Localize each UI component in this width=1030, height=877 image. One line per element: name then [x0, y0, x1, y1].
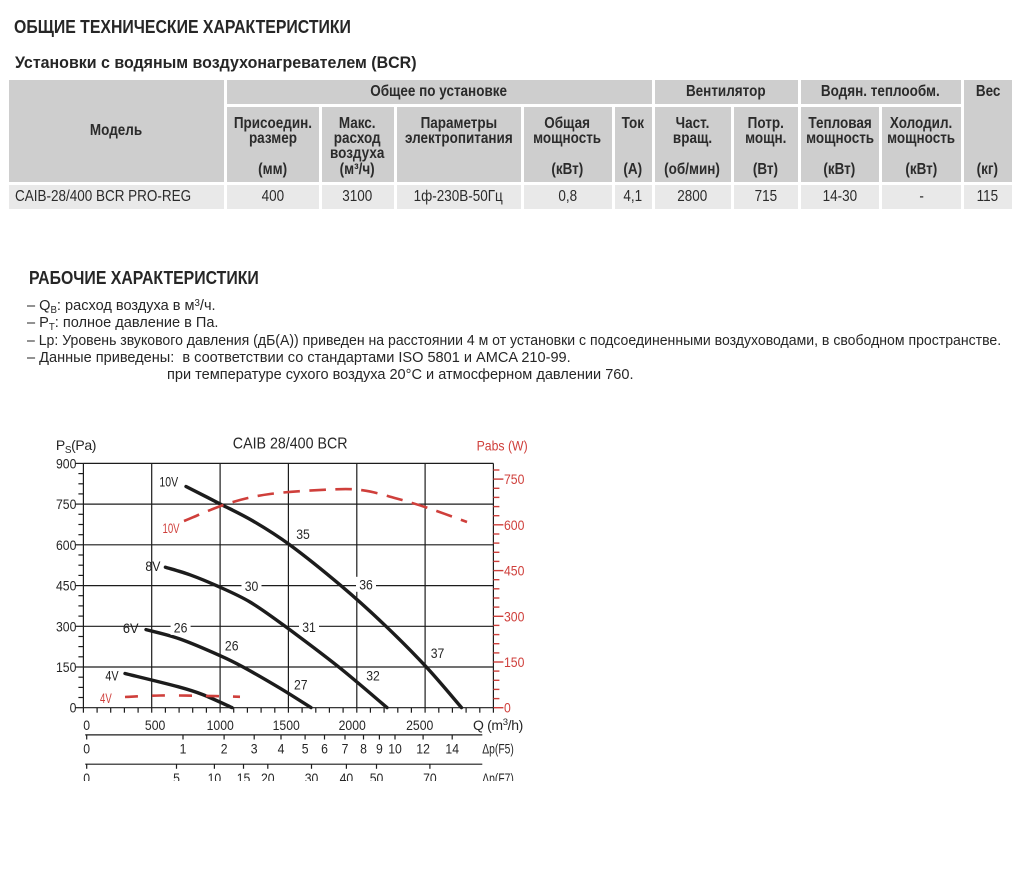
- svg-text:1: 1: [180, 741, 187, 757]
- svg-text:900: 900: [56, 455, 77, 471]
- svg-text:750: 750: [56, 496, 77, 512]
- svg-text:70: 70: [423, 770, 437, 781]
- svg-text:5: 5: [302, 741, 309, 757]
- svg-text:450: 450: [504, 563, 525, 579]
- svg-text:Δp(F7): Δp(F7): [482, 770, 514, 781]
- svg-text:600: 600: [56, 537, 77, 553]
- svg-text:500: 500: [145, 717, 166, 733]
- svg-text:26: 26: [225, 637, 239, 653]
- svg-text:300: 300: [56, 618, 77, 634]
- svg-text:0: 0: [83, 717, 90, 733]
- svg-text:26: 26: [174, 620, 188, 636]
- svg-text:31: 31: [302, 619, 316, 635]
- svg-text:20: 20: [261, 770, 275, 781]
- svg-text:10V: 10V: [159, 474, 178, 490]
- svg-text:PS(Pa): PS(Pa): [56, 437, 96, 456]
- svg-text:8V: 8V: [145, 558, 161, 574]
- svg-text:4V: 4V: [105, 668, 119, 684]
- svg-text:Q (m3/h): Q (m3/h): [473, 717, 523, 733]
- svg-text:5: 5: [173, 770, 180, 781]
- svg-text:Δp(F5): Δp(F5): [482, 741, 514, 757]
- svg-text:8: 8: [360, 741, 367, 757]
- svg-text:600: 600: [504, 517, 525, 533]
- svg-text:50: 50: [370, 770, 384, 781]
- svg-text:0: 0: [70, 700, 77, 716]
- svg-text:6: 6: [321, 741, 328, 757]
- svg-text:0: 0: [83, 741, 90, 757]
- svg-text:32: 32: [366, 668, 380, 684]
- svg-text:35: 35: [296, 526, 310, 542]
- svg-text:14: 14: [445, 741, 459, 757]
- svg-text:12: 12: [416, 741, 430, 757]
- svg-text:7: 7: [342, 741, 349, 757]
- svg-text:6V: 6V: [123, 620, 139, 636]
- svg-text:CAIB 28/400 BCR: CAIB 28/400 BCR: [233, 436, 348, 453]
- svg-text:0: 0: [83, 770, 90, 781]
- svg-text:4: 4: [278, 741, 285, 757]
- svg-text:1000: 1000: [207, 717, 234, 733]
- svg-text:40: 40: [340, 770, 354, 781]
- svg-text:1500: 1500: [273, 717, 300, 733]
- svg-text:36: 36: [359, 576, 373, 592]
- svg-text:150: 150: [56, 659, 77, 675]
- svg-text:2: 2: [221, 741, 228, 757]
- svg-text:2500: 2500: [406, 717, 433, 733]
- svg-text:37: 37: [431, 645, 445, 661]
- svg-text:Pabs (W): Pabs (W): [477, 438, 528, 454]
- svg-text:27: 27: [294, 677, 308, 693]
- svg-text:15: 15: [237, 770, 251, 781]
- svg-text:300: 300: [504, 608, 525, 624]
- svg-text:9: 9: [376, 741, 383, 757]
- svg-text:150: 150: [504, 654, 525, 670]
- svg-text:10: 10: [388, 741, 402, 757]
- svg-text:750: 750: [504, 471, 525, 487]
- svg-text:2000: 2000: [339, 717, 366, 733]
- svg-text:3: 3: [251, 741, 258, 757]
- svg-text:30: 30: [305, 770, 319, 781]
- svg-text:10: 10: [208, 770, 222, 781]
- svg-text:10V: 10V: [163, 520, 181, 536]
- svg-text:4V: 4V: [100, 690, 112, 706]
- svg-text:0: 0: [504, 700, 511, 716]
- svg-text:450: 450: [56, 578, 77, 594]
- svg-text:30: 30: [245, 578, 259, 594]
